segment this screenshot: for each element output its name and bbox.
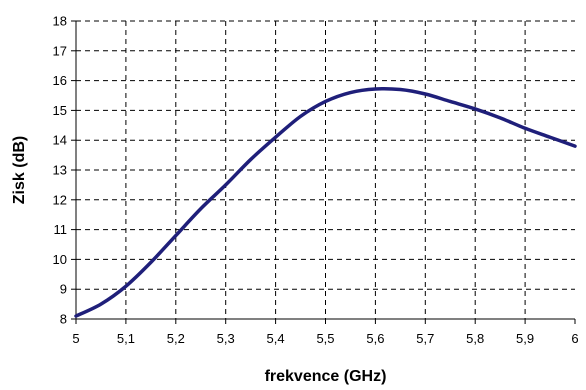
x-tick-label: 5,5 [316, 331, 334, 346]
x-tick-label: 5,4 [267, 331, 285, 346]
x-tick-label: 5,7 [416, 331, 434, 346]
tick-labels: 5 5,1 5,2 5,3 5,4 5,5 5,6 5,7 5,8 5,9 6 8 9 10 11 12 13 1… [53, 14, 579, 347]
y-tick-label: 15 [53, 103, 67, 118]
y-axis-title: Zisk (dB) [11, 136, 28, 204]
x-tick-label: 5,2 [167, 331, 185, 346]
y-tick-label: 10 [53, 252, 67, 267]
x-axis-title: frekvence (GHz) [265, 368, 387, 385]
x-tick-label: 6 [571, 331, 578, 346]
y-tick-label: 8 [60, 312, 67, 327]
gridlines [76, 20, 575, 319]
x-tick-label: 5,3 [217, 331, 235, 346]
y-tick-label: 11 [54, 222, 68, 237]
y-tick-label: 12 [53, 192, 67, 207]
y-tick-label: 13 [53, 163, 67, 178]
y-tick-label: 9 [60, 282, 67, 297]
x-tick-label: 5,1 [117, 331, 135, 346]
series-line [74, 86, 577, 318]
y-tick-label: 17 [53, 43, 67, 58]
y-tick-label: 16 [53, 73, 67, 88]
y-tick-label: 18 [53, 14, 67, 29]
x-tick-label: 5 [72, 331, 79, 346]
y-tick-label: 14 [53, 133, 67, 148]
series-layer [74, 86, 577, 318]
x-tick-label: 5,6 [366, 331, 384, 346]
axes [71, 20, 576, 324]
x-tick-label: 5,8 [466, 331, 484, 346]
x-tick-label: 5,9 [516, 331, 534, 346]
